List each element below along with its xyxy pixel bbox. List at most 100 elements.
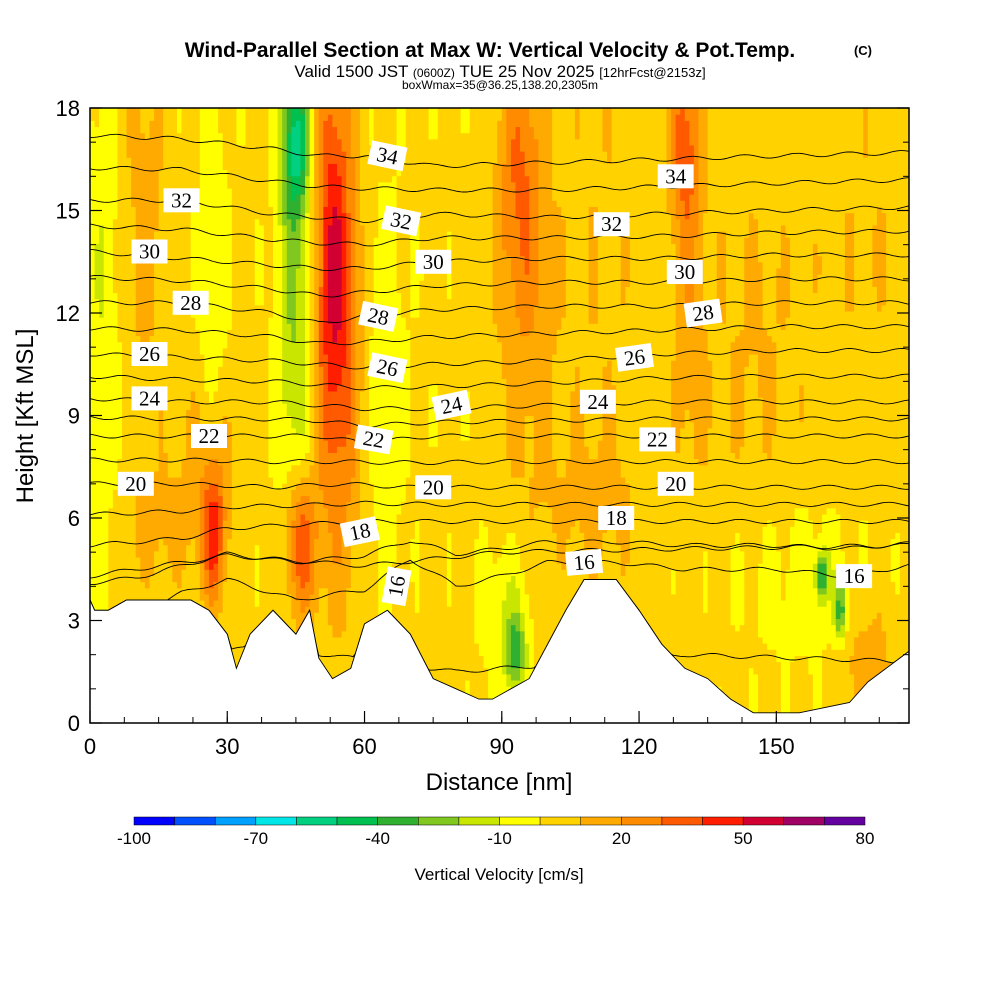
velocity-cell xyxy=(268,347,274,355)
velocity-cell xyxy=(199,593,205,601)
velocity-cell xyxy=(305,335,311,343)
velocity-cell xyxy=(176,520,183,527)
velocity-cell xyxy=(108,108,114,115)
velocity-cell xyxy=(199,267,205,275)
velocity-cell xyxy=(273,212,279,220)
velocity-cell xyxy=(218,354,224,361)
velocity-cell xyxy=(140,581,146,589)
velocity-cell xyxy=(231,532,238,540)
velocity-cell xyxy=(158,218,164,226)
velocity-cell xyxy=(90,550,96,558)
velocity-cell xyxy=(254,427,260,435)
velocity-cell xyxy=(282,175,288,183)
velocity-cell xyxy=(122,108,128,115)
velocity-cell xyxy=(122,120,128,128)
velocity-cell xyxy=(99,384,105,392)
velocity-cell xyxy=(154,507,160,515)
velocity-cell xyxy=(295,243,302,251)
velocity-cell xyxy=(227,378,233,386)
velocity-cell xyxy=(108,544,114,552)
velocity-cell xyxy=(163,292,169,300)
velocity-cell xyxy=(268,384,274,392)
velocity-cell xyxy=(222,298,228,306)
velocity-cell xyxy=(291,483,297,490)
velocity-cell xyxy=(172,108,178,115)
velocity-cell xyxy=(240,243,247,251)
velocity-cell xyxy=(99,520,105,527)
velocity-cell xyxy=(295,483,302,490)
velocity-cell xyxy=(94,280,100,287)
velocity-cell xyxy=(300,538,306,546)
velocity-cell xyxy=(149,507,155,515)
velocity-cell xyxy=(99,587,105,595)
velocity-cell xyxy=(268,144,274,152)
velocity-cell xyxy=(176,569,183,576)
velocity-cell xyxy=(172,286,178,294)
velocity-cell xyxy=(163,181,169,189)
velocity-cell xyxy=(250,218,256,226)
velocity-cell xyxy=(231,132,238,140)
velocity-cell xyxy=(181,464,187,472)
velocity-cell xyxy=(254,132,260,140)
velocity-cell xyxy=(199,581,205,589)
velocity-cell xyxy=(245,317,251,324)
velocity-cell xyxy=(140,458,146,466)
velocity-cell xyxy=(199,452,205,460)
velocity-cell xyxy=(300,231,306,238)
velocity-cell xyxy=(273,286,279,294)
velocity-cell xyxy=(117,390,123,398)
velocity-cell xyxy=(103,231,109,238)
velocity-cell xyxy=(140,378,146,386)
velocity-cell xyxy=(259,224,265,232)
velocity-cell xyxy=(254,520,260,527)
velocity-cell xyxy=(140,556,146,564)
velocity-cell xyxy=(208,151,215,158)
velocity-cell xyxy=(277,157,283,164)
velocity-cell xyxy=(305,218,311,226)
velocity-cell xyxy=(273,581,279,589)
velocity-cell xyxy=(309,335,315,343)
velocity-cell xyxy=(144,550,151,558)
velocity-cell xyxy=(172,224,178,232)
velocity-cell xyxy=(99,323,105,330)
velocity-cell xyxy=(135,187,141,195)
velocity-cell xyxy=(250,513,256,521)
velocity-cell xyxy=(149,544,155,552)
velocity-cell xyxy=(218,556,224,564)
velocity-cell xyxy=(227,372,233,380)
velocity-cell xyxy=(245,163,251,171)
velocity-cell xyxy=(231,446,238,453)
velocity-cell xyxy=(291,286,297,294)
velocity-cell xyxy=(245,501,251,509)
velocity-cell xyxy=(108,520,114,527)
velocity-cell xyxy=(236,151,242,158)
velocity-cell xyxy=(108,120,114,128)
velocity-cell xyxy=(268,569,274,576)
velocity-cell xyxy=(277,360,283,367)
velocity-cell xyxy=(240,261,247,269)
velocity-cell xyxy=(90,600,96,607)
velocity-cell xyxy=(277,593,283,601)
velocity-cell xyxy=(222,495,228,503)
velocity-cell xyxy=(140,323,146,330)
velocity-cell xyxy=(314,636,320,644)
velocity-cell xyxy=(277,212,283,220)
velocity-cell xyxy=(208,335,215,343)
velocity-cell xyxy=(117,255,123,263)
velocity-cell xyxy=(213,507,219,515)
velocity-cell xyxy=(190,169,196,177)
velocity-cell xyxy=(195,600,201,607)
velocity-cell xyxy=(140,304,146,312)
velocity-cell xyxy=(208,120,215,128)
velocity-cell xyxy=(236,440,242,447)
velocity-cell xyxy=(94,212,100,220)
velocity-cell xyxy=(286,501,292,509)
velocity-cell xyxy=(273,446,279,453)
velocity-cell xyxy=(231,280,238,287)
velocity-cell xyxy=(99,433,105,441)
velocity-cell xyxy=(309,163,315,171)
velocity-cell xyxy=(94,563,100,570)
velocity-cell xyxy=(254,507,260,515)
velocity-cell xyxy=(273,538,279,546)
velocity-cell xyxy=(314,470,320,478)
